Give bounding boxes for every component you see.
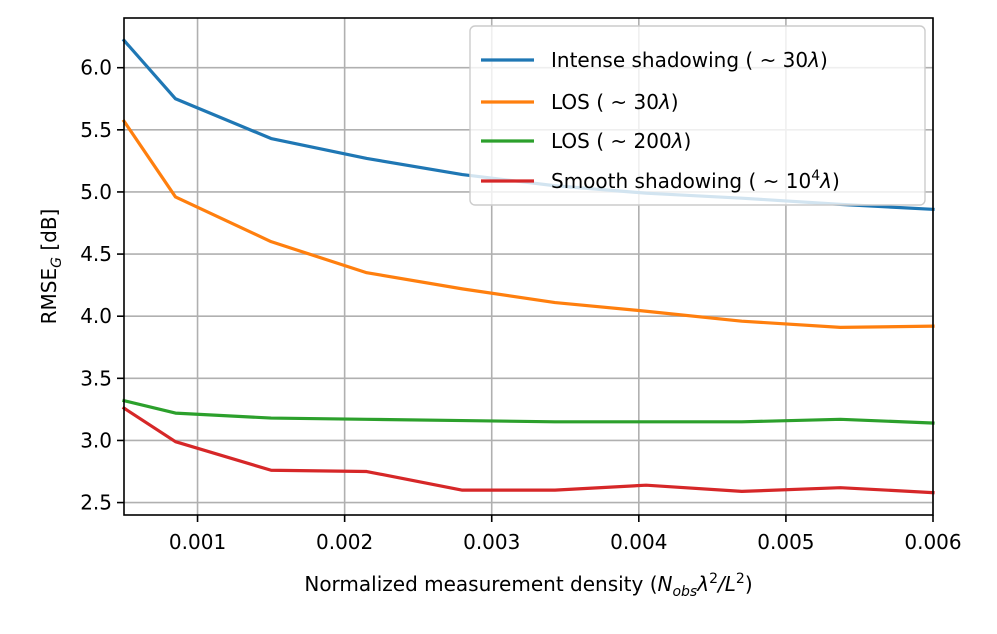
y-tick-label: 5.0 (80, 180, 112, 204)
series-line-2 (121, 118, 935, 329)
y-tick-label: 4.0 (80, 304, 112, 328)
y-axis-label: RMSEG [dB] (37, 209, 65, 325)
x-axis-label: Normalized measurement density (Nobsλ2/L… (304, 571, 752, 600)
legend-label-4: Smooth shadowing ( ~ 104λ) (551, 168, 840, 193)
y-tick-label: 3.5 (80, 366, 112, 390)
axis-labels: Normalized measurement density (Nobsλ2/L… (37, 209, 753, 600)
y-tick-label: 5.5 (80, 118, 112, 142)
legend-label-3: LOS ( ~ 200λ) (551, 129, 691, 153)
x-tick-label: 0.003 (463, 530, 520, 554)
legend-label-2: LOS ( ~ 30λ) (551, 90, 679, 114)
series-line-4 (121, 405, 935, 495)
x-tick-label: 0.004 (610, 530, 667, 554)
axes: 0.001 0.002 0.003 0.004 0.005 0.006 2.5 3.0 3.5 4… (80, 17, 962, 554)
series-line-3 (122, 398, 935, 425)
y-tick-label: 6.0 (80, 56, 112, 80)
x-tick-label: 0.006 (904, 530, 961, 554)
legend-box (469, 25, 926, 206)
x-tick-label: 0.002 (316, 530, 373, 554)
plot-frame (123, 17, 934, 516)
y-tick-label: 4.5 (80, 242, 112, 266)
legend-label-1: Intense shadowing ( ~ 30λ) (551, 48, 828, 72)
x-tick-label: 0.001 (169, 530, 226, 554)
y-tick-label: 2.5 (80, 491, 112, 515)
x-tick-label: 0.005 (757, 530, 814, 554)
y-tick-label: 3.0 (80, 428, 112, 452)
legend: Intense shadowing ( ~ 30λ) LOS ( ~ 30λ) LO… (469, 25, 926, 206)
